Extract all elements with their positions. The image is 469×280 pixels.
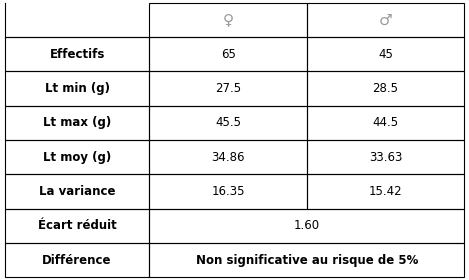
Text: 33.63: 33.63 (369, 151, 402, 164)
Bar (5, 140, 150, 174)
Text: Lt max (g): Lt max (g) (43, 116, 111, 129)
Bar (307, 174, 464, 209)
Text: 65: 65 (221, 48, 235, 61)
Bar (5, 71, 150, 106)
Text: 44.5: 44.5 (372, 116, 399, 129)
Bar (150, 140, 307, 174)
Text: Lt min (g): Lt min (g) (45, 82, 110, 95)
Bar (307, 106, 464, 140)
Bar (150, 174, 307, 209)
Bar (5, 209, 150, 243)
Text: 45: 45 (378, 48, 393, 61)
Text: 15.42: 15.42 (369, 185, 402, 198)
Text: Effectifs: Effectifs (49, 48, 105, 61)
Text: 27.5: 27.5 (215, 82, 241, 95)
Bar (307, 71, 464, 106)
Text: 28.5: 28.5 (372, 82, 399, 95)
Bar (150, 209, 464, 243)
Bar (150, 71, 307, 106)
Bar (307, 37, 464, 71)
Text: 1.60: 1.60 (294, 219, 320, 232)
Text: La variance: La variance (39, 185, 115, 198)
Text: 16.35: 16.35 (212, 185, 245, 198)
Bar (307, 3, 464, 37)
Bar (150, 243, 464, 277)
Bar (150, 37, 307, 71)
Bar (307, 140, 464, 174)
Text: ♀: ♀ (223, 12, 234, 27)
Text: Différence: Différence (42, 254, 112, 267)
Text: Écart réduit: Écart réduit (38, 219, 116, 232)
Text: 34.86: 34.86 (212, 151, 245, 164)
Text: Non significative au risque de 5%: Non significative au risque de 5% (196, 254, 418, 267)
Bar (150, 106, 307, 140)
Bar (5, 106, 150, 140)
Bar (5, 174, 150, 209)
Bar (5, 37, 150, 71)
Text: ♂: ♂ (379, 12, 393, 27)
Bar (150, 3, 307, 37)
Text: 45.5: 45.5 (215, 116, 241, 129)
Bar (5, 243, 150, 277)
Text: Lt moy (g): Lt moy (g) (43, 151, 111, 164)
